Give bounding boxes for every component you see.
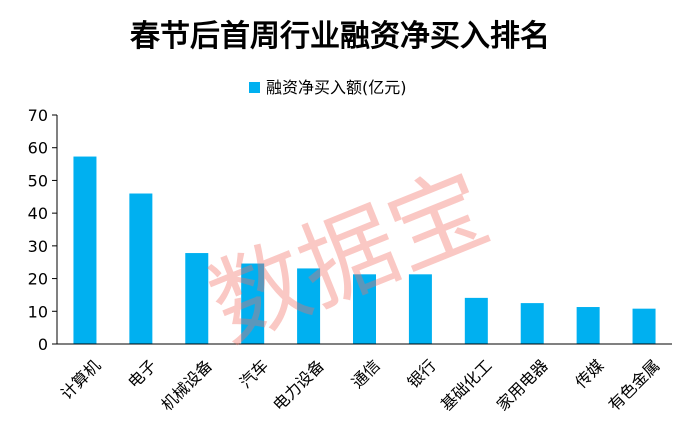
- y-tick-label: 10: [28, 302, 48, 321]
- bar: [577, 307, 600, 344]
- x-tick-label: 汽车: [236, 356, 272, 392]
- bar: [633, 309, 656, 344]
- legend: 融资净买入额(亿元): [249, 78, 407, 97]
- y-tick-label: 70: [28, 106, 48, 125]
- chart-title: 春节后首周行业融资净买入排名: [130, 19, 550, 54]
- x-tick-label: 传媒: [571, 356, 607, 392]
- watermark: 数据宝: [194, 151, 503, 363]
- x-tick-label: 计算机: [57, 356, 104, 403]
- bar: [465, 298, 488, 344]
- x-tick-label: 电子: [124, 356, 160, 392]
- x-tick-label: 银行: [404, 356, 440, 392]
- y-tick-label: 50: [28, 171, 48, 190]
- x-tick-label: 机械设备: [157, 356, 216, 415]
- y-tick-label: 40: [28, 204, 48, 223]
- legend-swatch: [249, 82, 260, 93]
- x-tick-label: 基础化工: [437, 356, 496, 415]
- x-tick-label: 通信: [348, 356, 384, 392]
- bar: [521, 303, 544, 344]
- x-tick-label: 有色金属: [605, 356, 664, 415]
- y-tick-label: 20: [28, 270, 48, 289]
- bar: [73, 157, 96, 344]
- y-axis: 0 10 20 30 40 50 60 70: [28, 106, 57, 354]
- bar: [129, 194, 152, 344]
- legend-label: 融资净买入额(亿元): [266, 78, 407, 97]
- y-tick-label: 30: [28, 237, 48, 256]
- y-tick-label: 0: [38, 335, 48, 354]
- y-tick-label: 60: [28, 139, 48, 158]
- x-tick-label: 家用电器: [493, 356, 552, 415]
- x-tick-label: 电力设备: [269, 356, 328, 415]
